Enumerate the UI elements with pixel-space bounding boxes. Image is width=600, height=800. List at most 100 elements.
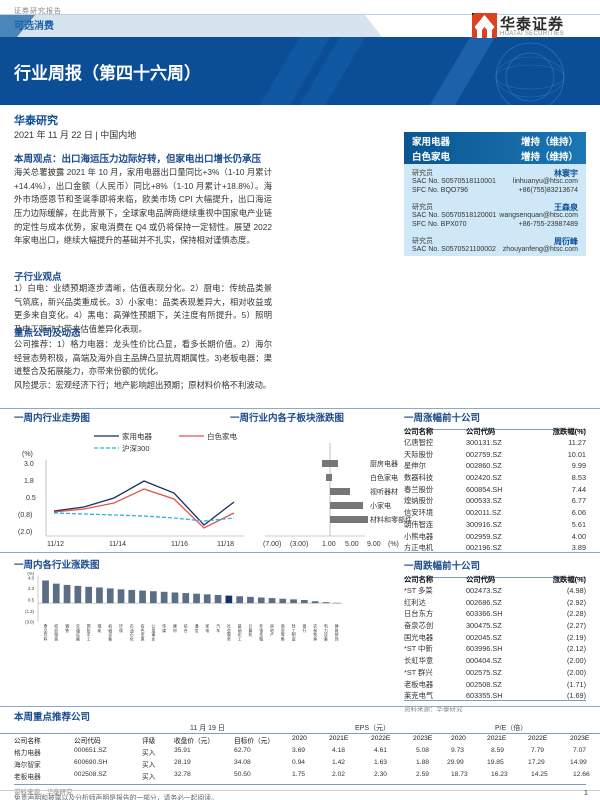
- svg-text:防: 防: [87, 628, 91, 633]
- svg-text:交: 交: [76, 624, 80, 629]
- svg-text:产: 产: [270, 632, 274, 637]
- svg-text:(%): (%): [388, 541, 399, 548]
- svg-text:筑: 筑: [335, 628, 339, 633]
- svg-text:炭: 炭: [98, 628, 102, 633]
- svg-text:军: 军: [87, 632, 91, 637]
- svg-text:厨房电器: 厨房电器: [370, 459, 398, 468]
- svg-text:(0.8): (0.8): [18, 512, 32, 519]
- svg-text:建: 建: [335, 624, 339, 629]
- svg-text:础: 础: [238, 628, 242, 633]
- svg-text:通: 通: [195, 624, 199, 629]
- svg-text:色: 色: [141, 628, 145, 633]
- svg-text:1.8: 1.8: [24, 478, 34, 485]
- svg-text:0.5: 0.5: [28, 598, 35, 603]
- svg-text:房: 房: [270, 624, 274, 629]
- svg-text:纺: 纺: [54, 624, 58, 629]
- svg-text:品: 品: [44, 628, 48, 633]
- svg-text:11/14: 11/14: [109, 541, 126, 548]
- svg-text:地: 地: [270, 628, 274, 633]
- svg-text:轻: 轻: [292, 624, 296, 629]
- svg-text:有: 有: [141, 624, 145, 629]
- svg-text:0.5: 0.5: [26, 495, 36, 502]
- svg-text:电: 电: [205, 628, 209, 633]
- svg-text:设: 设: [324, 632, 328, 637]
- svg-text:(3.0): (3.0): [25, 620, 34, 625]
- svg-text:汽: 汽: [216, 624, 220, 629]
- svg-text:银: 银: [303, 624, 307, 629]
- svg-text:服: 服: [54, 632, 58, 637]
- svg-text:化: 化: [130, 636, 134, 641]
- svg-text:力: 力: [324, 628, 328, 633]
- svg-text:沪深300: 沪深300: [122, 443, 150, 453]
- svg-text:银: 银: [259, 628, 263, 633]
- svg-text:农: 农: [313, 624, 317, 629]
- svg-text:算: 算: [249, 628, 253, 633]
- svg-text:白色家电: 白色家电: [207, 431, 237, 441]
- svg-text:零: 零: [281, 632, 285, 637]
- svg-text:械: 械: [108, 628, 112, 633]
- svg-text:金: 金: [141, 632, 145, 637]
- svg-text:3.0: 3.0: [24, 461, 34, 468]
- svg-text:林: 林: [313, 628, 317, 633]
- svg-text:国: 国: [87, 624, 91, 629]
- svg-text:1.00: 1.00: [322, 541, 336, 548]
- svg-text:事: 事: [152, 632, 156, 637]
- svg-text:家用电器: 家用电器: [122, 431, 152, 441]
- svg-text:牧: 牧: [313, 632, 317, 637]
- svg-text:装: 装: [335, 632, 339, 637]
- svg-text:保: 保: [119, 628, 123, 633]
- svg-text:机: 机: [249, 632, 253, 637]
- svg-text:贸: 贸: [281, 628, 285, 633]
- svg-text:用: 用: [152, 628, 156, 633]
- svg-text:工: 工: [87, 637, 91, 641]
- svg-text:造: 造: [292, 636, 296, 641]
- svg-text:饰: 饰: [335, 636, 339, 641]
- svg-text:食: 食: [44, 624, 48, 629]
- svg-text:务: 务: [227, 636, 231, 641]
- svg-text:信: 信: [195, 628, 199, 633]
- svg-text:白色家电: 白色家电: [370, 473, 398, 482]
- svg-text:备: 备: [108, 636, 112, 641]
- svg-text:行: 行: [303, 628, 307, 633]
- svg-text:车: 车: [216, 628, 220, 633]
- svg-text:媒: 媒: [162, 628, 166, 633]
- svg-text:4.0: 4.0: [28, 576, 35, 581]
- svg-text:设: 设: [108, 632, 112, 637]
- svg-text:(7.00): (7.00): [263, 541, 281, 548]
- svg-text:备: 备: [324, 636, 328, 641]
- svg-text:(3.00): (3.00): [290, 541, 308, 548]
- svg-text:运: 运: [76, 632, 80, 637]
- svg-text:电: 电: [324, 624, 328, 629]
- svg-text:综: 综: [184, 624, 188, 629]
- svg-text:化: 化: [238, 632, 242, 637]
- svg-text:9.00: 9.00: [367, 541, 381, 548]
- svg-text:业: 业: [152, 636, 156, 641]
- svg-text:家: 家: [205, 624, 209, 629]
- svg-text:售: 售: [281, 636, 285, 641]
- svg-text:融: 融: [259, 636, 263, 641]
- svg-text:11/16: 11/16: [171, 541, 188, 548]
- svg-text:属: 属: [141, 636, 145, 641]
- svg-text:传: 传: [162, 624, 166, 629]
- svg-text:服: 服: [227, 632, 231, 637]
- svg-text:金: 金: [259, 632, 263, 637]
- svg-text:社: 社: [227, 624, 231, 629]
- svg-text:装: 装: [54, 636, 58, 641]
- svg-text:制: 制: [292, 632, 296, 637]
- svg-text:饮: 饮: [44, 632, 48, 637]
- svg-text:(%): (%): [22, 451, 33, 458]
- svg-text:基: 基: [238, 624, 242, 629]
- svg-text:输: 输: [76, 636, 80, 641]
- svg-text:料: 料: [44, 636, 48, 641]
- svg-text:铁: 铁: [65, 628, 69, 633]
- svg-text:建: 建: [173, 624, 177, 629]
- svg-text:11/18: 11/18: [217, 541, 234, 548]
- svg-text:通: 通: [76, 628, 80, 633]
- svg-text:(1.3): (1.3): [25, 609, 34, 614]
- svg-text:商: 商: [281, 624, 285, 629]
- svg-text:小家电: 小家电: [370, 501, 391, 510]
- svg-text:5.00: 5.00: [345, 541, 359, 548]
- svg-text:视听器材: 视听器材: [370, 487, 398, 496]
- svg-text:煤: 煤: [98, 624, 102, 629]
- svg-text:公: 公: [152, 624, 156, 629]
